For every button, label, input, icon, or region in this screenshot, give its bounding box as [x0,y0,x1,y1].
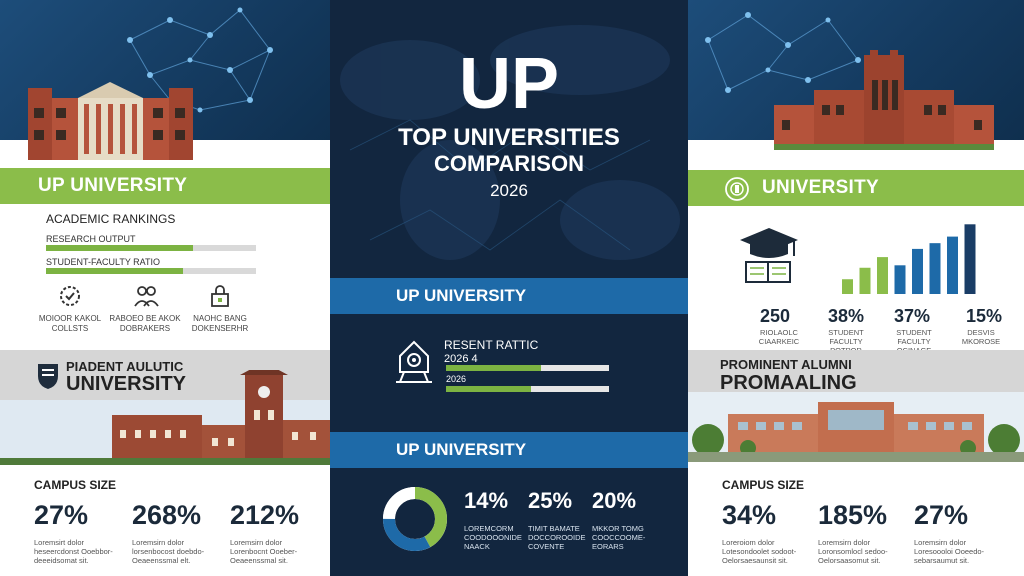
section2-title-line1: PIADENT AULUTIC [66,359,184,374]
left-header-image [0,0,330,160]
chart-bar-5 [912,248,923,294]
stat-desc-1: Loremsirt dolor heseercdonst Ooebbor- de… [34,538,113,565]
right-university-header: UNIVERSITY [688,170,1024,206]
ratio-track-2 [446,386,609,392]
year-label: 2026 [490,181,528,200]
research-bar-track [46,245,256,251]
left-panel: UP UNIVERSITY ACADEMIC RANKINGS RESEARCH… [0,0,330,576]
ratio-row1-label: 2026 4 [444,353,478,365]
right-campus-value-3: 27% [914,500,969,530]
center-stat-desc-1: LOREMCORM COODOOONIDE NAACK [464,524,522,551]
people-icon [134,286,159,307]
bar-label-research: RESEARCH OUTPUT [46,234,136,244]
shield-crest-icon [38,364,58,389]
right-campus-desc-3: Loremsirn dolor Loresoooloi Ooeedo- seba… [914,538,985,565]
campus-modern-building-photo [688,392,1024,462]
stat-desc-2: Loremsirn dolor lorsenbocost doebdo- Oea… [132,538,205,565]
right-stat-desc-4: DESVIS MKOROSE [961,328,1001,346]
right-campus-value-1: 34% [722,500,777,530]
donut-slice-3 [383,487,447,551]
alumni-band [688,350,1024,398]
hero-title: UP [458,44,560,124]
network-graphic-right [705,12,861,93]
robot-ai-icon [396,340,432,383]
right-bar-chart [842,224,976,294]
right-campus-desc-1: Loreroiom dolor Lotesondoolet sodoot- Oe… [722,538,797,565]
ratio-fill-1 [446,365,541,371]
campus-size-title: CAMPUS SIZE [34,478,117,492]
right-stat-value-1: 250 [760,306,791,326]
center-stat-value-3: 20% [592,488,637,513]
rankings-title: ACADEMIC RANKINGS [46,212,176,226]
center-band-2: UP UNIVERSITY [330,432,688,468]
center-panel: UP TOP UNIVERSITIES COMPARISON 2026 UP U… [330,0,688,576]
chart-bar-4 [894,265,906,294]
ratio-track-1 [446,365,609,371]
ratio-bar-track [46,268,256,274]
chart-bar-3 [877,257,888,294]
graduation-book-icon [740,228,798,283]
right-campus-size-title: CAMPUS SIZE [722,478,805,492]
subtitle-line2: COMPARISON [434,151,584,176]
alumni-title-line2: PROMAALING [720,372,857,394]
campus-building-photo [0,370,330,465]
stat-value-1: 27% [34,500,89,530]
right-building-illustration [774,50,994,150]
icon-label-1: MOIOOR KAKOL COLLSTS [38,314,102,333]
chart-bar-7 [947,236,958,294]
university-seal-icon [725,177,749,201]
stat-value-3: 212% [230,500,300,530]
chart-bar-1 [842,279,853,294]
center-stat-value-2: 25% [528,488,573,513]
stat-desc-3: Loremsirn dolor Lorenbocnt Ooeber- Oeaee… [230,538,298,565]
right-stat-value-2: 38% [828,306,865,326]
ratio-row2-label: 2026 [446,374,467,384]
center-stat-desc-2: TIMIT BAMATE DOCCOROOIDE COVENTE [528,524,586,551]
right-header-image [688,0,1024,150]
alumni-title-line1: PROMINENT ALUMNI [720,357,852,372]
stat-value-2: 268% [132,500,202,530]
gear-check-icon [60,286,80,306]
right-stat-value-4: 15% [966,306,1003,326]
right-stat-desc-1: RIOLAOLC CIAARKEIC [758,328,800,346]
donut-chart [383,487,447,551]
ratio-fill-2 [446,386,531,392]
right-panel: UNIVERSITY 250 38% 37% 15% RIOLAOLC CIAA… [688,0,1024,576]
ratio-bar-fill [46,268,183,274]
section2-title-line2: UNIVERSITY [66,373,187,395]
bar-label-ratio: STUDENT-FACULTY RATIO [46,257,161,267]
icon-label-3: NAOHC BANG DOKENSERHR [191,314,249,333]
chart-bar-6 [929,243,941,294]
right-campus-desc-2: Loremsirn dolor Loronsomlocl sedoo- Oelo… [818,538,888,565]
research-bar-fill [46,245,193,251]
lock-icon [211,285,229,307]
ratio-title: RESENT RATTIC [444,338,539,352]
center-stat-value-1: 14% [464,488,509,513]
donut-slice-2 [383,487,447,551]
center-band-1: UP UNIVERSITY [330,278,688,314]
chart-bar-2 [859,267,871,294]
center-stat-desc-3: MKKOR TOMG COOCCOOME- EORARS [592,524,646,551]
icon-label-2: RABOEO BE AKOK DOBRAKERS [109,314,181,333]
chart-bar-8 [964,224,976,294]
world-map-background [340,25,680,260]
right-campus-value-2: 185% [818,500,888,530]
subtitle-line1: TOP UNIVERSITIES [398,124,620,151]
right-stat-value-3: 37% [894,306,931,326]
university-building-illustration [28,82,193,160]
left-university-header: UP UNIVERSITY [0,168,330,204]
